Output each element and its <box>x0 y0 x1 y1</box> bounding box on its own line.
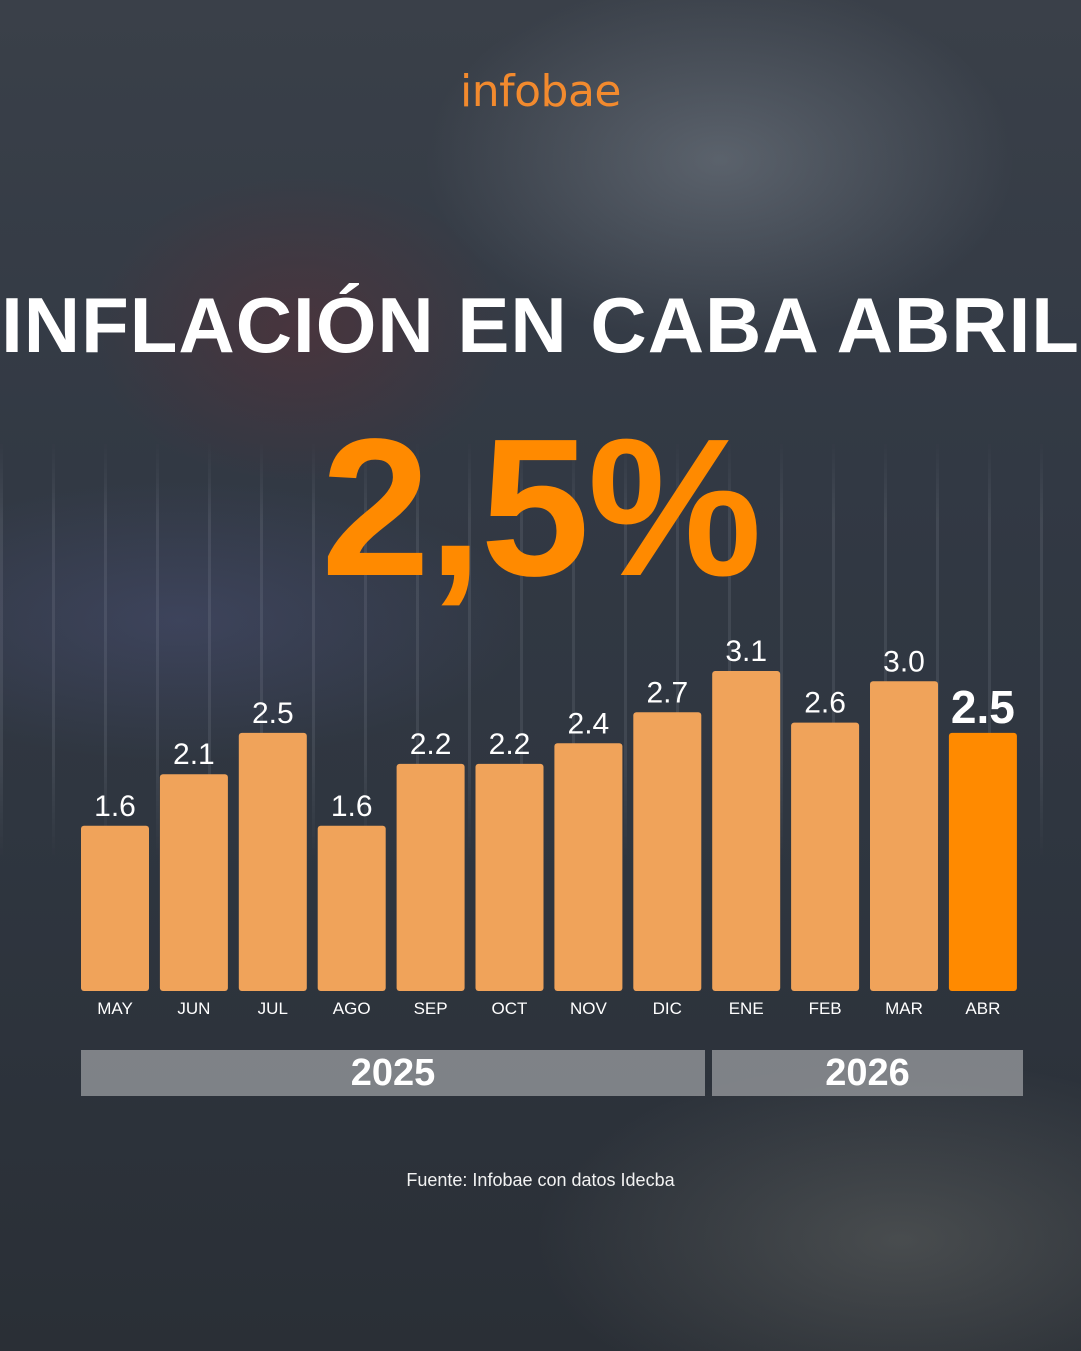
category-label-ene: ENE <box>729 999 764 1018</box>
source-note: Fuente: Infobae con datos Idecba <box>406 1170 675 1190</box>
value-label-feb: 2.6 <box>804 687 846 720</box>
bar-jun <box>159 774 228 991</box>
brand-logo: infobae <box>460 66 621 117</box>
value-label-ene: 3.1 <box>725 635 767 668</box>
bar-sep <box>396 763 465 991</box>
value-label-may: 1.6 <box>94 790 136 823</box>
bar-feb <box>791 722 860 991</box>
bar-jul <box>238 732 307 991</box>
bar-nov <box>554 743 623 991</box>
value-label-dic: 2.7 <box>646 676 688 709</box>
category-label-may: MAY <box>97 999 133 1018</box>
bar-abr <box>948 732 1017 991</box>
category-label-nov: NOV <box>570 999 608 1018</box>
category-label-sep: SEP <box>414 999 448 1018</box>
value-label-abr: 2.5 <box>951 681 1015 733</box>
year-band-2026: 2026 <box>712 1050 1023 1096</box>
bar-may <box>81 825 149 991</box>
headline-value: 2,5% <box>321 398 762 617</box>
category-label-jul: JUL <box>258 999 288 1018</box>
category-label-dic: DIC <box>653 999 682 1018</box>
value-label-oct: 2.2 <box>489 728 531 761</box>
value-label-ago: 1.6 <box>331 790 373 823</box>
bar-mar <box>870 681 938 991</box>
bar-ago <box>317 825 386 991</box>
value-label-mar: 3.0 <box>883 645 925 678</box>
value-label-sep: 2.2 <box>410 728 452 761</box>
category-label-ago: AGO <box>333 999 371 1018</box>
category-label-feb: FEB <box>809 999 842 1018</box>
page-title: INFLACIÓN EN CABA ABRIL <box>1 281 1080 369</box>
category-label-jun: JUN <box>177 999 210 1018</box>
category-label-mar: MAR <box>885 999 923 1018</box>
value-label-jun: 2.1 <box>173 738 215 771</box>
year-band-2025: 2025 <box>81 1050 705 1096</box>
category-label-oct: OCT <box>492 999 528 1018</box>
value-label-jul: 2.5 <box>252 697 294 730</box>
bar-oct <box>475 763 544 991</box>
category-label-abr: ABR <box>965 999 1000 1018</box>
bar-dic <box>633 712 702 991</box>
bar-ene <box>712 671 781 991</box>
value-label-nov: 2.4 <box>568 707 610 740</box>
